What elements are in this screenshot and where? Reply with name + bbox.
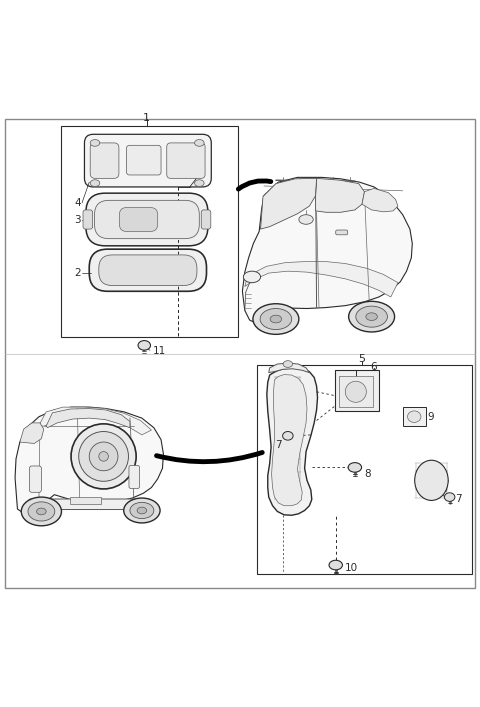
Bar	[403, 407, 426, 426]
Ellipse shape	[99, 452, 108, 461]
Ellipse shape	[79, 431, 129, 481]
FancyBboxPatch shape	[120, 208, 157, 231]
Ellipse shape	[270, 315, 282, 323]
Text: 11: 11	[153, 346, 166, 356]
Ellipse shape	[299, 215, 313, 224]
Text: 10: 10	[344, 563, 358, 573]
FancyBboxPatch shape	[201, 210, 211, 229]
Ellipse shape	[356, 306, 387, 327]
Text: 8: 8	[364, 469, 371, 479]
Bar	[70, 496, 101, 504]
Ellipse shape	[348, 301, 395, 332]
Ellipse shape	[283, 361, 293, 368]
Ellipse shape	[21, 497, 61, 526]
Polygon shape	[245, 262, 398, 297]
Polygon shape	[242, 177, 412, 322]
FancyBboxPatch shape	[29, 466, 41, 492]
Bar	[60, 126, 238, 337]
Text: 9: 9	[428, 411, 434, 421]
Ellipse shape	[348, 462, 361, 472]
FancyBboxPatch shape	[28, 499, 151, 510]
FancyBboxPatch shape	[84, 134, 211, 187]
Ellipse shape	[444, 493, 455, 501]
Polygon shape	[272, 375, 307, 506]
FancyBboxPatch shape	[129, 465, 140, 489]
Ellipse shape	[124, 498, 160, 523]
Text: 3: 3	[74, 216, 81, 226]
Polygon shape	[267, 368, 318, 515]
Text: 2: 2	[74, 268, 81, 278]
Ellipse shape	[194, 139, 204, 146]
Text: 5: 5	[359, 354, 366, 364]
Bar	[338, 376, 373, 407]
Text: 4: 4	[74, 198, 81, 208]
Polygon shape	[15, 407, 163, 514]
Polygon shape	[362, 188, 398, 212]
Ellipse shape	[253, 304, 299, 334]
Polygon shape	[46, 409, 130, 428]
Text: 1: 1	[143, 112, 150, 122]
Ellipse shape	[28, 502, 55, 521]
Ellipse shape	[130, 503, 154, 519]
FancyBboxPatch shape	[86, 193, 208, 246]
Polygon shape	[261, 178, 317, 229]
Ellipse shape	[71, 424, 136, 489]
Bar	[257, 366, 472, 573]
Ellipse shape	[90, 139, 100, 146]
FancyBboxPatch shape	[127, 146, 161, 175]
Ellipse shape	[36, 508, 46, 515]
Ellipse shape	[138, 341, 151, 350]
Ellipse shape	[329, 560, 342, 570]
FancyBboxPatch shape	[167, 143, 205, 178]
Ellipse shape	[90, 180, 100, 187]
Ellipse shape	[194, 180, 204, 187]
FancyBboxPatch shape	[95, 200, 199, 239]
FancyBboxPatch shape	[83, 210, 93, 229]
Ellipse shape	[366, 312, 377, 320]
Bar	[335, 370, 379, 411]
Polygon shape	[269, 363, 310, 373]
Ellipse shape	[243, 271, 261, 283]
Polygon shape	[20, 423, 44, 443]
Ellipse shape	[137, 507, 147, 514]
Ellipse shape	[408, 411, 421, 422]
FancyBboxPatch shape	[90, 143, 119, 178]
Ellipse shape	[415, 460, 448, 501]
Text: 7: 7	[276, 440, 282, 450]
Polygon shape	[39, 407, 152, 435]
Ellipse shape	[89, 442, 118, 471]
Ellipse shape	[283, 431, 293, 440]
Text: 7: 7	[456, 494, 462, 505]
FancyBboxPatch shape	[336, 230, 348, 235]
Ellipse shape	[345, 381, 366, 402]
Text: 6: 6	[371, 362, 377, 372]
FancyBboxPatch shape	[99, 255, 197, 286]
Polygon shape	[316, 178, 364, 212]
FancyBboxPatch shape	[89, 249, 206, 291]
Ellipse shape	[260, 308, 292, 329]
